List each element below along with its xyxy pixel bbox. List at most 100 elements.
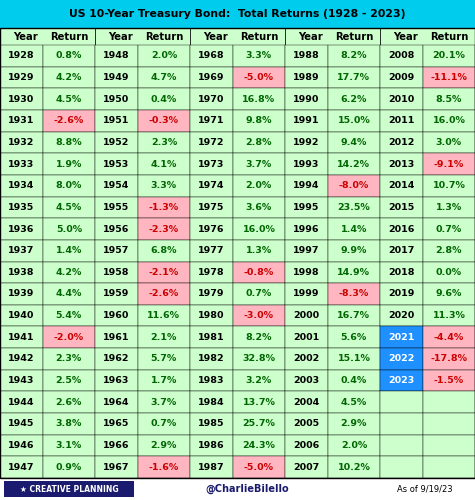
Text: 2012: 2012 (388, 138, 415, 147)
Bar (380, 283, 423, 305)
Bar (328, 110, 380, 132)
Bar (138, 305, 190, 326)
Text: 9.8%: 9.8% (246, 116, 272, 126)
Bar (285, 434, 328, 456)
Text: -0.8%: -0.8% (244, 268, 274, 277)
Bar (233, 348, 285, 370)
Bar (0, 262, 43, 283)
Text: 1947: 1947 (8, 462, 35, 471)
Bar (138, 132, 190, 153)
Text: 1986: 1986 (198, 441, 225, 450)
Bar (285, 218, 328, 240)
Bar (190, 88, 233, 110)
Bar (328, 326, 380, 348)
Bar (423, 66, 475, 88)
Text: 16.7%: 16.7% (337, 311, 370, 320)
Text: 5.0%: 5.0% (56, 224, 82, 234)
Text: 2.8%: 2.8% (436, 246, 462, 255)
Text: -5.0%: -5.0% (244, 73, 274, 82)
Bar (423, 283, 475, 305)
Text: 1989: 1989 (293, 73, 320, 82)
Text: 3.7%: 3.7% (151, 398, 177, 406)
Bar (95, 88, 138, 110)
Bar (285, 370, 328, 392)
Text: 1936: 1936 (8, 224, 35, 234)
Bar (328, 66, 380, 88)
Text: 1996: 1996 (293, 224, 320, 234)
Bar (285, 413, 328, 434)
Text: 2015: 2015 (388, 203, 415, 212)
Bar (0, 392, 43, 413)
Bar (328, 240, 380, 262)
Text: 2.9%: 2.9% (151, 441, 177, 450)
Bar (423, 305, 475, 326)
Bar (423, 326, 475, 348)
Text: Year: Year (108, 32, 133, 42)
Bar (233, 456, 285, 478)
Bar (138, 392, 190, 413)
Bar (190, 370, 233, 392)
Bar (138, 45, 190, 66)
Text: 1963: 1963 (103, 376, 130, 385)
Bar (43, 88, 95, 110)
Text: -2.6%: -2.6% (54, 116, 84, 126)
Text: @CharlieBilello: @CharlieBilello (206, 484, 289, 494)
Text: 1984: 1984 (198, 398, 225, 406)
Text: 8.5%: 8.5% (436, 94, 462, 104)
Text: 20.1%: 20.1% (432, 52, 466, 60)
Text: -2.6%: -2.6% (149, 290, 179, 298)
Bar (328, 88, 380, 110)
Text: 5.4%: 5.4% (56, 311, 82, 320)
Text: 2011: 2011 (388, 116, 415, 126)
Text: 2.0%: 2.0% (151, 52, 177, 60)
Bar (138, 262, 190, 283)
Text: 1946: 1946 (8, 441, 35, 450)
Bar (380, 348, 423, 370)
Text: 1943: 1943 (8, 376, 35, 385)
Bar (95, 196, 138, 218)
Text: 1944: 1944 (8, 398, 35, 406)
Bar (0, 326, 43, 348)
Text: 8.8%: 8.8% (56, 138, 82, 147)
Bar (0, 88, 43, 110)
Text: 1961: 1961 (103, 333, 130, 342)
Bar (233, 153, 285, 175)
Bar (190, 28, 285, 45)
Text: 1940: 1940 (8, 311, 35, 320)
Bar (380, 45, 423, 66)
Bar (190, 262, 233, 283)
Text: 1957: 1957 (103, 246, 130, 255)
Bar (380, 196, 423, 218)
Text: 1945: 1945 (8, 420, 35, 428)
Bar (138, 196, 190, 218)
Text: 32.8%: 32.8% (242, 354, 276, 364)
Bar (138, 88, 190, 110)
Bar (138, 218, 190, 240)
Bar (43, 175, 95, 197)
Text: 1.7%: 1.7% (151, 376, 177, 385)
Text: 15.1%: 15.1% (337, 354, 370, 364)
Text: 1933: 1933 (8, 160, 35, 168)
Text: 3.0%: 3.0% (436, 138, 462, 147)
Bar (0, 218, 43, 240)
Bar (285, 110, 328, 132)
Bar (285, 326, 328, 348)
Bar (233, 110, 285, 132)
Text: -2.0%: -2.0% (54, 333, 84, 342)
Bar (423, 240, 475, 262)
Text: -5.0%: -5.0% (244, 462, 274, 471)
Bar (233, 218, 285, 240)
Bar (0, 348, 43, 370)
Bar (95, 305, 138, 326)
Bar (190, 218, 233, 240)
Text: 16.8%: 16.8% (242, 94, 276, 104)
Bar (0, 283, 43, 305)
Bar (138, 153, 190, 175)
Bar (233, 196, 285, 218)
Bar (0, 28, 95, 45)
Bar (190, 434, 233, 456)
Bar (380, 88, 423, 110)
Text: -2.3%: -2.3% (149, 224, 179, 234)
Bar (0, 240, 43, 262)
Bar (285, 28, 380, 45)
